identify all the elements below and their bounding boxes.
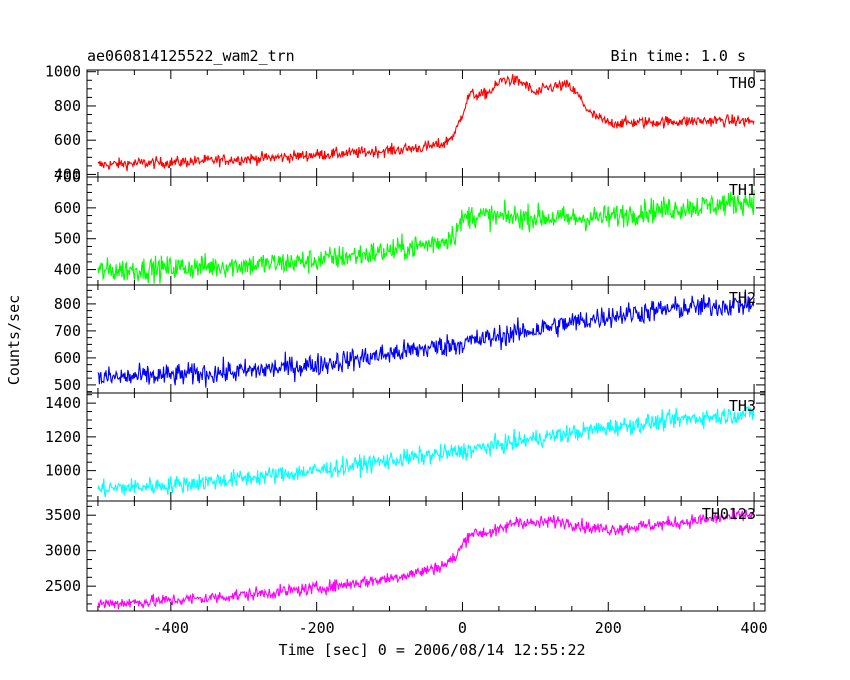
x-tick-label: -200 [299, 619, 335, 637]
x-tick-label: 0 [458, 619, 467, 637]
y-tick-label: 700 [54, 168, 81, 186]
y-tick-label: 800 [54, 97, 81, 115]
y-tick-label: 1000 [45, 462, 81, 480]
x-tick-label: -400 [153, 619, 189, 637]
y-tick-label: 3000 [45, 542, 81, 560]
x-tick-label: 200 [595, 619, 622, 637]
y-tick-label: 500 [54, 230, 81, 248]
y-axis-label: Counts/sec [5, 295, 23, 385]
panel-label: TH0 [729, 74, 756, 92]
panel-th2: 500 600 700 800 TH2 [54, 284, 766, 394]
panel-th0123: 2500 3000 3500 TH0123 [45, 500, 766, 612]
bin-time-label: Bin time: 1.0 s [611, 47, 746, 65]
y-tick-label: 1000 [45, 63, 81, 81]
y-tick-label: 700 [54, 322, 81, 340]
panel-label: TH0123 [702, 505, 756, 523]
panel-th0: 400 600 800 1000 TH0 [45, 63, 766, 183]
y-tick-label: 1400 [45, 394, 81, 412]
y-tick-label: 500 [54, 376, 81, 394]
chart-title: ae060814125522_wam2_trn [87, 47, 295, 65]
y-tick-label: 800 [54, 295, 81, 313]
panel-label: TH1 [729, 181, 756, 199]
y-tick-label: 600 [54, 199, 81, 217]
series-line-th0123 [97, 507, 755, 610]
series-line-th1 [97, 189, 755, 284]
panel-frame [86, 284, 766, 394]
series-line-th0 [97, 74, 755, 172]
y-tick-label: 3500 [45, 506, 81, 524]
panel-th1: 400 500 600 700 TH1 [54, 168, 766, 286]
x-axis-label: Time [sec] 0 = 2006/08/14 12:55:22 [278, 641, 585, 659]
y-tick-label: 2500 [45, 577, 81, 595]
series-line-th3 [97, 406, 755, 498]
panel-label: TH2 [729, 289, 756, 307]
series-line-th2 [97, 289, 755, 388]
y-tick-label: 600 [54, 131, 81, 149]
x-tick-label: 400 [741, 619, 768, 637]
panel-frame [86, 500, 766, 612]
y-tick-label: 600 [54, 349, 81, 367]
y-tick-label: 400 [54, 261, 81, 279]
panel-th3: 1000 1200 1400 TH3 [45, 392, 766, 502]
y-tick-label: 400 [54, 165, 81, 183]
panels-group: 400 600 800 1000 TH0 400 500 600 700 TH1 500 600 700… [45, 63, 768, 637]
panel-label: TH3 [729, 397, 756, 415]
y-tick-label: 1200 [45, 428, 81, 446]
